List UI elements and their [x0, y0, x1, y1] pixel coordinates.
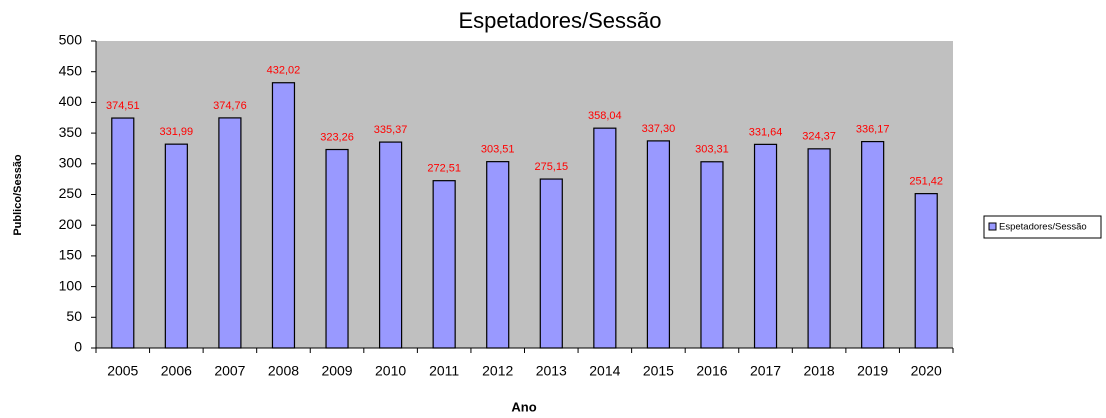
- bar: [486, 161, 510, 349]
- bar: [700, 161, 724, 349]
- y-tick-label: 0: [74, 339, 82, 355]
- y-tick-label: 200: [59, 216, 83, 232]
- data-label: 272,51: [427, 163, 461, 175]
- data-label: 275,15: [534, 161, 568, 173]
- y-tick-label: 100: [59, 277, 83, 293]
- data-label: 331,64: [749, 126, 783, 138]
- x-tick-label: 2006: [161, 363, 192, 379]
- y-axis-label: Publico/Sessão: [12, 154, 24, 236]
- data-label: 303,31: [695, 144, 729, 156]
- bar: [593, 127, 617, 349]
- y-tick-label: 300: [59, 155, 83, 171]
- bar: [914, 193, 938, 349]
- x-tick-label: 2019: [857, 363, 888, 379]
- bar: [646, 140, 671, 349]
- legend-label: Espetadores/Sessão: [999, 222, 1087, 233]
- bar: [271, 82, 296, 349]
- data-label: 331,99: [160, 126, 194, 138]
- bar: [753, 143, 778, 349]
- x-tick-label: 2012: [482, 363, 513, 379]
- data-label: 335,37: [374, 124, 408, 136]
- y-tick-label: 500: [59, 32, 83, 48]
- data-label: 336,17: [856, 123, 890, 135]
- bar: [807, 148, 831, 349]
- bar: [164, 143, 188, 349]
- x-tick-label: 2018: [804, 363, 835, 379]
- bar: [111, 117, 135, 349]
- x-tick-label: 2020: [911, 363, 942, 379]
- legend-swatch: [988, 222, 997, 231]
- x-tick-label: 2008: [268, 363, 299, 379]
- bar: [218, 117, 242, 349]
- legend-box: [983, 215, 1102, 239]
- y-tick-label: 400: [59, 93, 83, 109]
- data-label: 432,02: [267, 65, 301, 77]
- bar: [861, 140, 885, 349]
- x-tick-label: 2007: [214, 363, 245, 379]
- x-tick-label: 2011: [429, 363, 459, 379]
- data-label: 358,04: [588, 110, 622, 122]
- data-label: 303,51: [481, 144, 515, 156]
- bar: [378, 141, 403, 349]
- data-label: 337,30: [642, 123, 676, 135]
- data-label: 374,76: [213, 100, 247, 112]
- x-tick-label: 2009: [321, 363, 352, 379]
- x-tick-label: 2017: [750, 363, 781, 379]
- y-tick-label: 150: [59, 247, 83, 263]
- x-axis-label: Ano: [511, 399, 536, 414]
- bar: [325, 148, 349, 349]
- x-tick-label: 2010: [375, 363, 406, 379]
- y-tick-label: 350: [59, 124, 83, 140]
- data-label: 251,42: [909, 176, 943, 188]
- bar: [432, 180, 456, 349]
- x-tick-label: 2005: [107, 363, 138, 379]
- y-tick-label: 250: [59, 185, 83, 201]
- y-tick-label: 50: [66, 308, 82, 324]
- chart-title: Espetadores/Sessão: [458, 8, 661, 33]
- bar: [539, 178, 563, 349]
- y-tick-label: 450: [59, 62, 83, 78]
- x-tick-label: 2016: [696, 363, 727, 379]
- data-label: 374,51: [106, 100, 140, 112]
- data-label: 323,26: [320, 131, 354, 143]
- x-tick-label: 2015: [643, 363, 674, 379]
- data-label: 324,37: [802, 131, 836, 143]
- x-tick-label: 2014: [589, 363, 620, 379]
- x-tick-label: 2013: [536, 363, 567, 379]
